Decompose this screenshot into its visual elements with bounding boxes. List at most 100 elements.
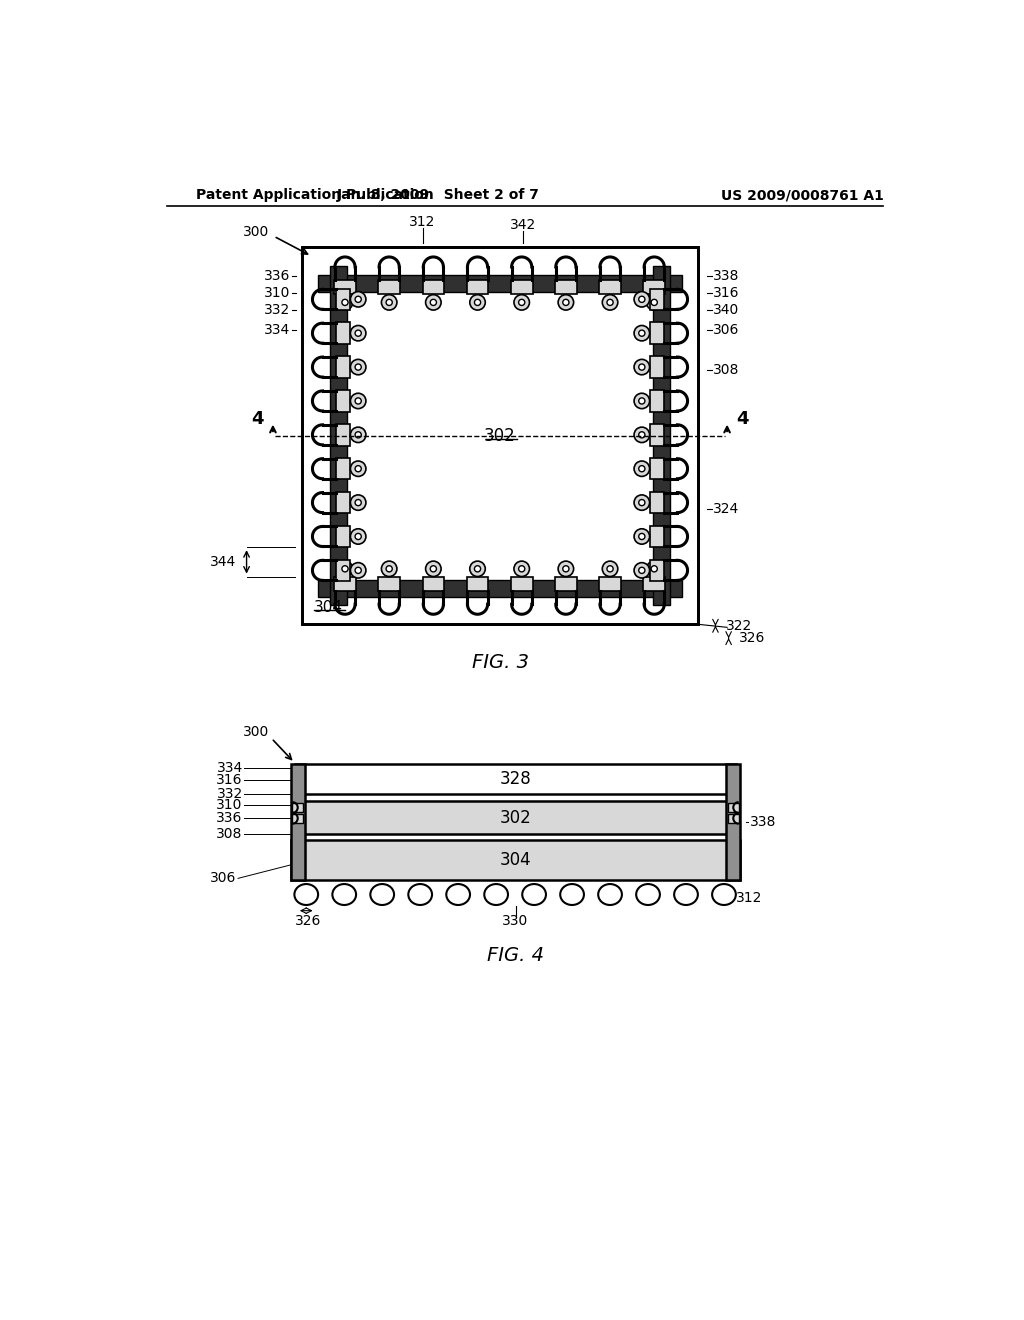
- Circle shape: [602, 561, 617, 577]
- Bar: [728, 803, 738, 812]
- Circle shape: [342, 300, 348, 305]
- Bar: [511, 280, 532, 294]
- Circle shape: [337, 294, 352, 310]
- Bar: [423, 577, 444, 591]
- Circle shape: [350, 292, 366, 308]
- Circle shape: [639, 499, 645, 506]
- Circle shape: [558, 294, 573, 310]
- Circle shape: [355, 296, 361, 302]
- Bar: [423, 280, 444, 294]
- Bar: [334, 280, 356, 294]
- Bar: [291, 840, 740, 880]
- Circle shape: [350, 562, 366, 578]
- Text: FIG. 4: FIG. 4: [487, 946, 544, 965]
- Circle shape: [355, 330, 361, 337]
- Circle shape: [518, 300, 525, 305]
- Circle shape: [381, 561, 397, 577]
- Ellipse shape: [484, 884, 508, 906]
- Text: 330: 330: [503, 915, 528, 928]
- Text: 4: 4: [251, 409, 263, 428]
- Bar: [331, 267, 347, 605]
- Text: 328: 328: [500, 770, 531, 788]
- Circle shape: [350, 428, 366, 442]
- Bar: [317, 275, 682, 292]
- Bar: [467, 577, 488, 591]
- Bar: [302, 247, 697, 624]
- Circle shape: [639, 533, 645, 540]
- Circle shape: [639, 432, 645, 438]
- Ellipse shape: [333, 884, 356, 906]
- Circle shape: [651, 300, 657, 305]
- Circle shape: [634, 393, 649, 409]
- Circle shape: [426, 294, 441, 310]
- Text: 342: 342: [510, 218, 537, 232]
- Ellipse shape: [522, 884, 546, 906]
- Ellipse shape: [446, 884, 470, 906]
- Bar: [650, 458, 665, 479]
- Circle shape: [646, 561, 662, 577]
- Circle shape: [342, 566, 348, 572]
- Circle shape: [474, 566, 480, 572]
- Bar: [599, 280, 621, 294]
- Bar: [336, 492, 349, 513]
- Text: 300: 300: [243, 725, 269, 739]
- Circle shape: [634, 562, 649, 578]
- Circle shape: [350, 359, 366, 375]
- Circle shape: [355, 364, 361, 370]
- Circle shape: [639, 364, 645, 370]
- Text: 336: 336: [216, 812, 243, 825]
- Circle shape: [646, 294, 662, 310]
- Text: 304: 304: [500, 851, 531, 869]
- Circle shape: [634, 495, 649, 511]
- Text: 326: 326: [295, 915, 321, 928]
- Text: 340: 340: [713, 304, 739, 317]
- Circle shape: [518, 566, 525, 572]
- Circle shape: [355, 397, 361, 404]
- Bar: [378, 280, 400, 294]
- Circle shape: [563, 566, 569, 572]
- Circle shape: [426, 561, 441, 577]
- Circle shape: [381, 294, 397, 310]
- Text: 322: 322: [726, 619, 752, 632]
- Text: 326: 326: [738, 631, 765, 645]
- Text: 338: 338: [713, 269, 739, 284]
- Ellipse shape: [712, 884, 736, 906]
- Text: 332: 332: [216, 787, 243, 801]
- Circle shape: [355, 568, 361, 573]
- Bar: [599, 577, 621, 591]
- Bar: [336, 391, 349, 412]
- Bar: [292, 803, 303, 812]
- Bar: [650, 525, 665, 548]
- Bar: [336, 356, 349, 378]
- Text: 304: 304: [314, 599, 343, 615]
- Circle shape: [514, 561, 529, 577]
- Circle shape: [651, 566, 657, 572]
- Bar: [555, 280, 577, 294]
- Bar: [643, 577, 665, 591]
- Text: 308: 308: [713, 363, 739, 378]
- Circle shape: [355, 533, 361, 540]
- Ellipse shape: [560, 884, 584, 906]
- Text: 306: 306: [713, 323, 739, 337]
- Bar: [336, 289, 349, 310]
- Bar: [317, 579, 682, 597]
- Circle shape: [563, 300, 569, 305]
- Bar: [302, 801, 729, 834]
- Circle shape: [607, 566, 613, 572]
- Bar: [291, 764, 305, 880]
- Bar: [650, 391, 665, 412]
- Bar: [650, 289, 665, 310]
- Circle shape: [558, 561, 573, 577]
- Bar: [336, 424, 349, 446]
- Bar: [728, 813, 738, 822]
- Ellipse shape: [598, 884, 622, 906]
- Circle shape: [634, 428, 649, 442]
- Bar: [652, 267, 670, 605]
- Circle shape: [639, 330, 645, 337]
- Bar: [650, 424, 665, 446]
- Bar: [378, 577, 400, 591]
- Circle shape: [350, 529, 366, 544]
- Circle shape: [470, 561, 485, 577]
- Text: 300: 300: [243, 224, 269, 239]
- Bar: [555, 577, 577, 591]
